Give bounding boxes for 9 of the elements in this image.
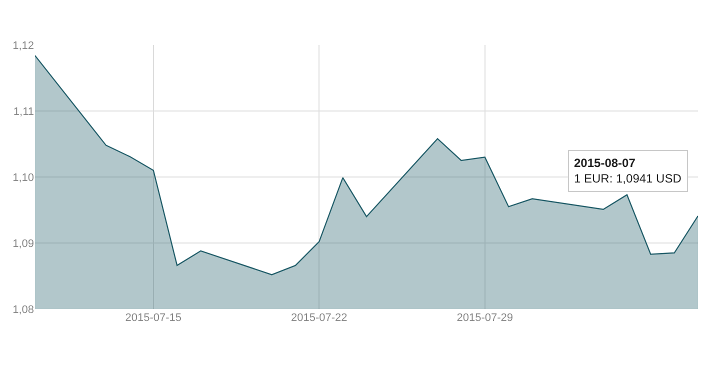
y-tick-label: 1,12 xyxy=(12,40,34,52)
annotation: 2015-08-07 1 EUR: 1,0941 USD xyxy=(574,156,682,186)
x-tick-label: 2015-07-22 xyxy=(291,312,348,324)
x-tick-label: 2015-07-29 xyxy=(456,312,514,324)
y-tick-label: 1,09 xyxy=(12,238,34,250)
y-tick-label: 1,08 xyxy=(12,304,34,316)
y-tick-label: 1,11 xyxy=(13,106,34,118)
x-tick-label: 2015-07-15 xyxy=(125,312,182,324)
y-tick-label: 1,10 xyxy=(12,172,34,184)
